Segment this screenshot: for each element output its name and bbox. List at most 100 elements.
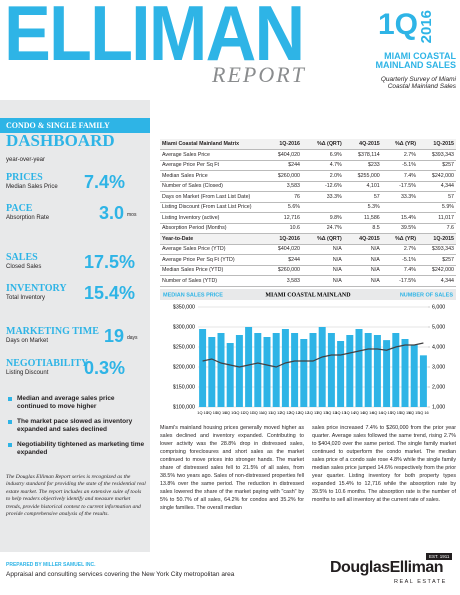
bar bbox=[300, 339, 308, 407]
x-tick-label: 2Q 15 bbox=[390, 410, 401, 415]
x-tick-label: 1Q 13 bbox=[308, 410, 319, 415]
table-row: Average Sales Price (YTD) $404,020 N/A N/A 2… bbox=[160, 244, 456, 255]
table-cell: 11,586 bbox=[343, 212, 382, 224]
table-cell: $404,020 bbox=[264, 149, 302, 161]
table-cell: 2.7% bbox=[381, 149, 418, 161]
table-cell: 4.7% bbox=[301, 160, 344, 171]
item-value: 0.3% bbox=[84, 358, 126, 378]
table-cell: 12,716 bbox=[264, 212, 302, 224]
chart: MEDIAN SALES PRICE MIAMI COASTAL MAINLAN… bbox=[160, 289, 456, 415]
table-cell bbox=[301, 202, 344, 213]
services: Appraisal and consulting services coveri… bbox=[6, 571, 235, 578]
item-sub: Median Sales Price bbox=[6, 184, 58, 190]
table-cell: 33.3% bbox=[301, 191, 344, 203]
table-row: Days on Market (From Last List Date) 76 33… bbox=[160, 191, 456, 203]
table-cell: $244 bbox=[264, 254, 302, 266]
bar bbox=[263, 337, 271, 407]
item-label: PRICES bbox=[6, 172, 43, 183]
table-cell: 9.8% bbox=[301, 212, 344, 224]
chart-title: MIAMI COASTAL MAINLAND bbox=[265, 292, 351, 298]
bar bbox=[383, 340, 391, 407]
x-tick-label: 3Q 10 bbox=[216, 410, 227, 415]
table-cell: $244 bbox=[264, 160, 302, 171]
table-cell: Average Price Per Sq Ft (YTD) bbox=[160, 254, 264, 266]
table-cell: 4,101 bbox=[343, 181, 382, 192]
bar bbox=[281, 329, 289, 407]
table-cell: 24.7% bbox=[301, 223, 344, 234]
table-cell: Listing Discount (From Last List Price) bbox=[160, 202, 264, 213]
table-cell: $393,343 bbox=[417, 244, 456, 255]
brand-subtitle: REPORT bbox=[212, 62, 306, 87]
x-tick-label: 2Q 11 bbox=[243, 410, 253, 415]
quarter: 1Q bbox=[378, 8, 419, 41]
paragraph: Miami's mainland housing prices generall… bbox=[160, 425, 304, 512]
x-tick-label: 2Q 14 bbox=[354, 410, 365, 415]
y2-tick-label: 4,000 bbox=[432, 344, 445, 350]
table-cell: %Δ (QRT) bbox=[301, 139, 344, 150]
logo-est: EST. 1911 bbox=[426, 553, 453, 560]
table-cell: 10.6 bbox=[264, 223, 302, 234]
bar bbox=[254, 333, 262, 407]
item-value: 15.4% bbox=[84, 283, 136, 303]
table-cell: $404,020 bbox=[264, 244, 302, 255]
y2-tick-label: 6,000 bbox=[432, 304, 445, 310]
x-tick-label: 4Q 13 bbox=[335, 410, 346, 415]
item-unit: days bbox=[127, 335, 138, 341]
bullet: Median and average sales price continued… bbox=[8, 395, 146, 411]
item-value: 7.4% bbox=[84, 172, 126, 192]
bar bbox=[373, 335, 381, 407]
table-cell: $242,000 bbox=[417, 265, 456, 276]
dashboard-band: CONDO & SINGLE FAMILY bbox=[0, 118, 150, 133]
x-tick-label: 4Q 14 bbox=[372, 410, 383, 415]
table-cell: 39.5% bbox=[381, 223, 418, 234]
table-cell: $255,000 bbox=[343, 170, 382, 182]
item-sub: Days on Market bbox=[6, 338, 49, 344]
table-cell: 4Q-2015 bbox=[343, 139, 382, 150]
table-row: Miami Coastal Mainland Matrix 1Q-2016 %Δ (… bbox=[160, 139, 456, 150]
table-cell: N/A bbox=[343, 275, 382, 287]
item-sub: Listing Discount bbox=[6, 370, 49, 376]
y-tick-label: $150,000 bbox=[173, 384, 195, 390]
table-cell: 6.9% bbox=[301, 149, 344, 161]
x-tick-label: 2Q 12 bbox=[280, 410, 291, 415]
legend-left: MEDIAN SALES PRICE bbox=[163, 292, 223, 298]
item-sub: Closed Sales bbox=[6, 264, 42, 270]
bar bbox=[364, 333, 372, 407]
table-cell: 15.4% bbox=[381, 212, 418, 224]
table-cell: 3,583 bbox=[264, 275, 302, 287]
table-cell: 76 bbox=[264, 191, 302, 203]
x-tick-label: 3Q 15 bbox=[400, 410, 411, 415]
dashboard-item: NEGOTIABILITY Listing Discount 0.3% bbox=[6, 358, 146, 384]
table-cell: $260,000 bbox=[264, 170, 302, 182]
table-row: Listing Inventory (active) 12,716 9.8% 11,5… bbox=[160, 212, 456, 224]
logo-name: DouglasElliman bbox=[330, 559, 444, 576]
item-unit: mos bbox=[127, 212, 137, 218]
table-cell: 1Q-2015 bbox=[417, 139, 456, 150]
description: Quarterly Survey of Miami Coastal Mainla… bbox=[380, 76, 456, 91]
x-tick-label: 4Q 10 bbox=[225, 410, 236, 415]
dashboard-item: MARKETING TIME Days on Market 19 days bbox=[6, 326, 146, 352]
table-row: Average Price Per Sq Ft $244 4.7% $233 -5.1%… bbox=[160, 160, 456, 171]
dashboard-item: SALES Closed Sales 17.5% bbox=[6, 252, 146, 278]
table-cell: 7.4% bbox=[381, 265, 418, 276]
bar bbox=[327, 333, 335, 407]
table-row: Number of Sales (Closed) 3,583 -12.6% 4,101… bbox=[160, 181, 456, 192]
x-tick-label: 1Q 15 bbox=[381, 410, 392, 415]
table-cell: 4,344 bbox=[417, 181, 456, 192]
table-cell: Number of Sales (YTD) bbox=[160, 275, 264, 287]
bar bbox=[419, 355, 427, 407]
table-cell: %Δ (YR) bbox=[381, 139, 418, 150]
bar bbox=[291, 333, 299, 407]
table-row: Absorption Period (Months) 10.6 24.7% 8.5 39… bbox=[160, 223, 456, 234]
bar bbox=[309, 333, 317, 407]
table-cell: 4Q-2015 bbox=[343, 233, 382, 245]
body-text: Miami's mainland housing prices generall… bbox=[160, 424, 456, 552]
dashboard-item: PRICES Median Sales Price 7.4% bbox=[6, 172, 146, 198]
table-cell: Average Sales Price (YTD) bbox=[160, 244, 264, 255]
table-cell: -5.1% bbox=[381, 160, 418, 171]
bar bbox=[208, 337, 216, 407]
table-cell: Average Price Per Sq Ft bbox=[160, 160, 264, 171]
dashboard-item: PACE Absorption Rate 3.0 mos bbox=[6, 203, 146, 229]
bullet: The market pace slowed as inventory expa… bbox=[8, 418, 146, 434]
